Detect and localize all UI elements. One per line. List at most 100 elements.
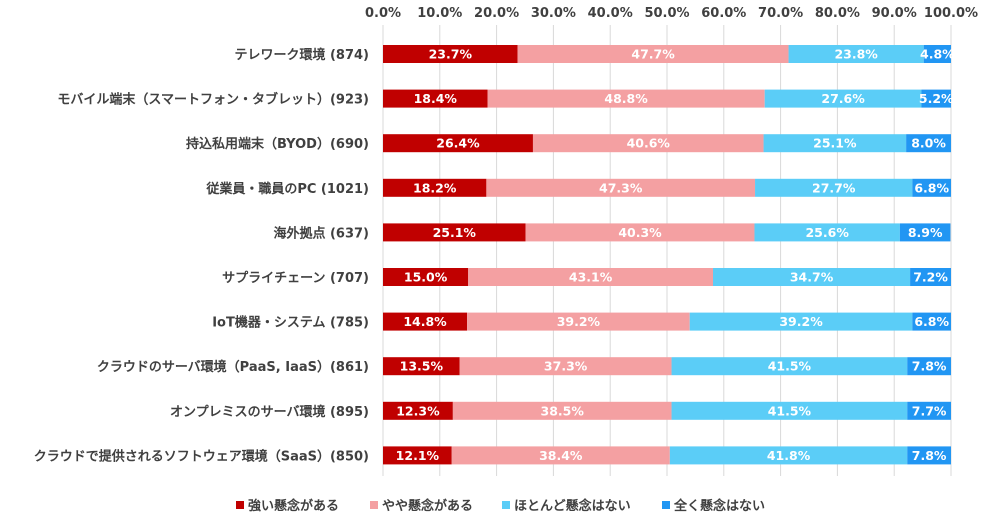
bar-segment bbox=[755, 178, 913, 197]
legend-label: 強い懸念がある bbox=[248, 498, 339, 514]
category-label: テレワーク環境 (874) bbox=[234, 47, 369, 63]
x-axis-ticks: 0.0% 10.0% 20.0% 30.0% 40.0% 50.0% 60.0% 70.0% 8… bbox=[365, 6, 978, 21]
bar-segment bbox=[669, 446, 908, 465]
bar-segment bbox=[487, 89, 765, 108]
bar-segment bbox=[907, 446, 951, 465]
bar-segment bbox=[899, 223, 951, 242]
data-label: 7.8% bbox=[912, 448, 947, 463]
data-label: 27.6% bbox=[821, 91, 865, 106]
data-label: 14.8% bbox=[403, 314, 447, 329]
bar-segment bbox=[486, 178, 756, 197]
data-label: 5.2% bbox=[919, 91, 954, 106]
bar-segment bbox=[383, 89, 488, 108]
bar-segment bbox=[912, 178, 951, 197]
data-label: 41.5% bbox=[768, 359, 812, 374]
data-label: 47.3% bbox=[599, 180, 643, 195]
legend-label: ほとんど懸念はない bbox=[514, 498, 631, 514]
data-label: 7.7% bbox=[912, 403, 947, 418]
category-label: 従業員・職員のPC (1021) bbox=[205, 181, 369, 197]
bar-segment bbox=[383, 357, 460, 376]
data-label: 8.0% bbox=[911, 136, 946, 151]
bar-segment bbox=[912, 312, 951, 331]
bar-segment bbox=[383, 134, 533, 153]
data-label: 23.8% bbox=[834, 47, 878, 62]
x-tick-label: 100.0% bbox=[924, 6, 978, 21]
data-label: 25.6% bbox=[805, 225, 849, 240]
data-label: 40.6% bbox=[627, 136, 671, 151]
bar-segment bbox=[532, 134, 764, 153]
data-label: 23.7% bbox=[429, 47, 473, 62]
data-label: 6.8% bbox=[914, 180, 949, 195]
bar-segment bbox=[383, 312, 468, 331]
data-label: 47.7% bbox=[631, 47, 675, 62]
category-label: 持込私用端末（BYOD）(690) bbox=[186, 136, 369, 152]
bar-segment bbox=[764, 89, 922, 108]
category-label: クラウドのサーバ環境（PaaS, IaaS）(861) bbox=[97, 359, 369, 375]
legend-swatch bbox=[236, 501, 244, 509]
data-label: 18.4% bbox=[414, 91, 458, 106]
data-label: 38.5% bbox=[541, 403, 585, 418]
x-tick-label: 50.0% bbox=[644, 6, 689, 21]
x-tick-label: 80.0% bbox=[815, 6, 860, 21]
data-label: 12.3% bbox=[396, 403, 440, 418]
data-label: 43.1% bbox=[569, 270, 613, 285]
data-label: 26.4% bbox=[436, 136, 480, 151]
x-tick-label: 60.0% bbox=[701, 6, 746, 21]
bar-segment bbox=[910, 268, 951, 286]
data-label: 41.5% bbox=[768, 403, 812, 418]
bar-segment bbox=[517, 45, 789, 63]
data-label: 39.2% bbox=[779, 314, 823, 329]
category-label: モバイル端末（スマートフォン・タブレット）(923) bbox=[57, 92, 369, 108]
data-label: 15.0% bbox=[404, 270, 448, 285]
data-label: 7.8% bbox=[912, 359, 947, 374]
bar-segment bbox=[689, 312, 913, 331]
data-label: 27.7% bbox=[812, 180, 856, 195]
data-label: 39.2% bbox=[557, 314, 601, 329]
category-label: 海外拠点 (637) bbox=[273, 225, 369, 241]
data-label: 13.5% bbox=[400, 359, 444, 374]
bar-segment bbox=[468, 268, 714, 286]
data-label: 12.1% bbox=[396, 448, 440, 463]
category-label: オンプレミスのサーバ環境 (895) bbox=[170, 404, 369, 420]
x-tick-label: 30.0% bbox=[531, 6, 576, 21]
data-label: 6.8% bbox=[914, 314, 949, 329]
data-label: 18.2% bbox=[413, 180, 457, 195]
bar-segment bbox=[383, 401, 453, 420]
bar-segment bbox=[452, 401, 672, 420]
bars: 23.7% 47.7% 23.8% 4.8% 18.4% 48.8% 27.6% 5.2% 26… bbox=[383, 45, 955, 465]
category-labels: テレワーク環境 (874) モバイル端末（スマートフォン・タブレット）(923) 持… bbox=[34, 47, 369, 464]
legend-swatch bbox=[502, 501, 510, 509]
bar-segment bbox=[671, 401, 908, 420]
x-tick-label: 20.0% bbox=[474, 6, 519, 21]
bar-segment bbox=[907, 401, 951, 420]
x-tick-label: 40.0% bbox=[588, 6, 633, 21]
data-label: 7.2% bbox=[913, 270, 948, 285]
bar-segment bbox=[907, 357, 951, 376]
bar-segment bbox=[788, 45, 924, 63]
data-label: 8.9% bbox=[908, 225, 943, 240]
category-label: サプライチェーン (707) bbox=[222, 271, 369, 286]
bar-segment bbox=[923, 45, 951, 63]
bar-segment bbox=[451, 446, 670, 465]
bar-segment bbox=[921, 89, 951, 108]
legend-swatch bbox=[662, 501, 670, 509]
data-label: 4.8% bbox=[920, 47, 955, 62]
x-tick-label: 70.0% bbox=[758, 6, 803, 21]
x-tick-label: 0.0% bbox=[365, 6, 401, 21]
bar-segment bbox=[713, 268, 911, 286]
bar-segment bbox=[906, 134, 951, 153]
data-label: 37.3% bbox=[544, 359, 588, 374]
data-label: 40.3% bbox=[618, 225, 662, 240]
bar-segment bbox=[525, 223, 755, 242]
bar-segment bbox=[754, 223, 900, 242]
legend: 強い懸念がある やや懸念がある ほとんど懸念はない 全く懸念はない bbox=[236, 498, 765, 514]
bar-segment bbox=[383, 223, 526, 242]
legend-label: 全く懸念はない bbox=[673, 498, 765, 514]
data-label: 34.7% bbox=[790, 270, 834, 285]
legend-swatch bbox=[370, 501, 378, 509]
data-label: 25.1% bbox=[813, 136, 857, 151]
data-label: 25.1% bbox=[433, 225, 477, 240]
data-label: 38.4% bbox=[539, 448, 583, 463]
